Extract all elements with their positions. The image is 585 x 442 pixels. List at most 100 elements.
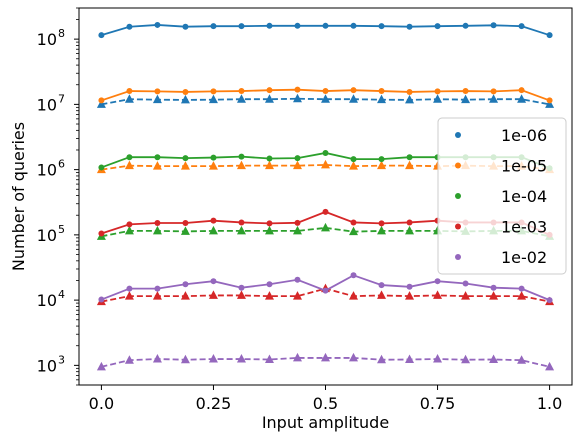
data-point-circle bbox=[294, 86, 301, 93]
data-point-circle bbox=[126, 23, 133, 30]
data-point-circle bbox=[406, 283, 413, 290]
data-point-circle bbox=[98, 97, 105, 104]
data-point-circle bbox=[98, 230, 105, 237]
data-point-circle bbox=[238, 284, 245, 291]
data-point-triangle bbox=[180, 226, 190, 235]
data-point-triangle bbox=[208, 161, 218, 170]
data-point-circle bbox=[266, 87, 273, 94]
y-tick-label: 10 bbox=[37, 291, 57, 310]
legend-box bbox=[437, 117, 567, 275]
data-point-triangle bbox=[152, 225, 162, 235]
y-tick-label: 10 bbox=[37, 95, 57, 114]
data-point-circle bbox=[406, 219, 413, 226]
data-point-circle bbox=[350, 156, 357, 163]
data-point-circle bbox=[490, 88, 497, 95]
data-point-circle bbox=[182, 88, 189, 95]
data-point-triangle bbox=[208, 94, 218, 104]
data-point-circle bbox=[210, 88, 217, 95]
data-point-circle bbox=[294, 155, 301, 162]
data-point-circle bbox=[294, 219, 301, 226]
data-point-triangle bbox=[264, 94, 274, 103]
data-point-circle bbox=[294, 276, 301, 283]
series-line-dashed bbox=[101, 97, 550, 106]
data-point-circle bbox=[210, 217, 217, 224]
data-point-circle bbox=[434, 23, 441, 30]
data-point-circle bbox=[126, 285, 133, 292]
data-point-triangle bbox=[152, 161, 162, 170]
data-point-triangle bbox=[264, 354, 274, 363]
y-tick-exponent: 3 bbox=[58, 353, 65, 366]
data-point-circle bbox=[518, 87, 525, 94]
legend-item: 1e-03 bbox=[455, 218, 547, 237]
data-point-circle bbox=[378, 220, 385, 227]
data-point-circle bbox=[154, 154, 161, 161]
data-point-triangle bbox=[489, 94, 499, 103]
y-tick-exponent: 5 bbox=[58, 223, 65, 236]
data-point-triangle bbox=[321, 222, 330, 232]
data-point-circle bbox=[238, 153, 245, 160]
data-point-triangle bbox=[264, 291, 274, 300]
legend-marker bbox=[455, 193, 461, 199]
data-point-triangle bbox=[292, 160, 302, 170]
data-point-circle bbox=[518, 285, 525, 292]
data-point-circle bbox=[238, 219, 245, 226]
data-point-triangle bbox=[292, 352, 302, 362]
data-point-circle bbox=[350, 22, 357, 29]
series-line-dashed bbox=[101, 357, 550, 368]
data-point-circle bbox=[518, 23, 525, 30]
data-point-circle bbox=[210, 154, 217, 161]
data-point-triangle bbox=[292, 93, 302, 103]
data-point-triangle bbox=[405, 94, 415, 104]
data-point-circle bbox=[546, 297, 553, 304]
data-point-triangle bbox=[377, 160, 387, 170]
series-1e-06 bbox=[96, 21, 555, 108]
data-point-circle bbox=[490, 284, 497, 291]
data-point-triangle bbox=[433, 94, 443, 103]
legend-item: 1e-05 bbox=[455, 157, 547, 176]
data-point-triangle bbox=[405, 291, 415, 300]
data-point-circle bbox=[322, 149, 329, 156]
data-point-circle bbox=[126, 221, 133, 228]
data-point-circle bbox=[238, 23, 245, 30]
data-point-circle bbox=[154, 21, 161, 28]
data-point-triangle bbox=[292, 225, 302, 235]
data-point-triangle bbox=[517, 291, 527, 300]
data-point-circle bbox=[322, 287, 329, 294]
legend-marker bbox=[455, 162, 461, 169]
data-point-circle bbox=[154, 88, 161, 95]
legend-label: 1e-03 bbox=[501, 218, 547, 237]
data-point-circle bbox=[378, 23, 385, 30]
data-point-triangle bbox=[180, 161, 190, 170]
data-point-triangle bbox=[236, 225, 246, 235]
data-point-triangle bbox=[96, 361, 106, 371]
data-point-triangle bbox=[461, 354, 471, 364]
data-point-circle bbox=[322, 208, 329, 215]
data-point-circle bbox=[266, 220, 273, 227]
data-point-triangle bbox=[292, 291, 302, 300]
legend-marker bbox=[455, 223, 461, 230]
data-point-triangle bbox=[349, 94, 359, 103]
data-point-triangle bbox=[236, 290, 246, 299]
legend-item: 1e-06 bbox=[455, 126, 547, 145]
data-point-circle bbox=[378, 282, 385, 289]
data-point-triangle bbox=[377, 94, 387, 104]
data-point-circle bbox=[350, 219, 357, 226]
data-point-triangle bbox=[377, 354, 387, 364]
data-point-circle bbox=[182, 281, 189, 288]
data-point-triangle bbox=[264, 160, 274, 170]
data-point-triangle bbox=[405, 225, 415, 235]
data-point-triangle bbox=[377, 225, 387, 235]
data-point-triangle bbox=[517, 94, 527, 103]
data-point-circle bbox=[378, 88, 385, 95]
data-point-triangle bbox=[152, 354, 162, 363]
x-tick-label: 0.75 bbox=[420, 394, 456, 413]
data-point-triangle bbox=[124, 355, 134, 364]
data-point-triangle bbox=[545, 361, 555, 371]
data-point-triangle bbox=[180, 291, 190, 300]
data-point-triangle bbox=[321, 159, 330, 169]
legend: 1e-06 1e-05 1e-04 1e-03 1e-02 bbox=[437, 117, 567, 275]
data-point-circle bbox=[182, 155, 189, 162]
data-point-circle bbox=[546, 97, 553, 104]
data-point-circle bbox=[98, 296, 105, 303]
data-point-triangle bbox=[349, 161, 359, 170]
